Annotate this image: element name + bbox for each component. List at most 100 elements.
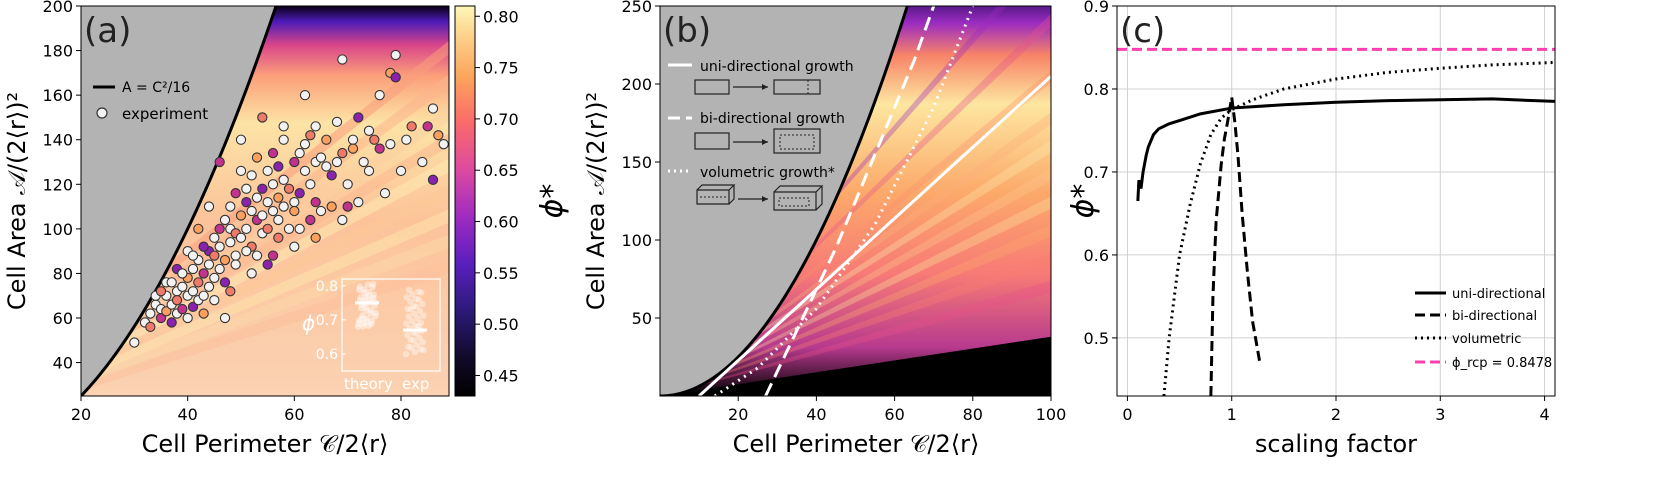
experiment-point — [155, 286, 167, 297]
ytick-label: 140 — [42, 131, 73, 150]
experiment-point — [267, 205, 279, 217]
experiment-point — [294, 223, 305, 235]
inset-exp-point — [413, 341, 421, 349]
ytick-label: 150 — [621, 153, 652, 172]
inset-exp-point — [417, 346, 424, 353]
inset-theory-point — [356, 283, 363, 291]
experiment-point — [235, 165, 247, 177]
experiment-point — [203, 281, 215, 292]
inset-exp-point — [402, 320, 410, 327]
experiment-point — [294, 147, 305, 159]
inset-theory-point — [372, 312, 379, 320]
inset-theory-point — [360, 323, 367, 330]
series-line — [1136, 97, 1555, 202]
inset-theory-point — [372, 309, 380, 317]
experiment-point — [209, 232, 220, 243]
xtick-label: 40 — [806, 405, 826, 424]
experiment-point — [283, 183, 295, 194]
experiment-point — [401, 134, 412, 145]
experiment-point — [230, 259, 241, 270]
experiment-point — [251, 152, 263, 163]
experiment-point — [347, 134, 359, 145]
experiment-point — [187, 301, 199, 313]
experiment-point — [347, 143, 359, 154]
experiment-point — [230, 250, 241, 261]
experiment-point — [427, 103, 439, 114]
xtick-label: 20 — [71, 405, 91, 424]
inset-exp-point — [415, 322, 422, 330]
experiment-point — [193, 277, 204, 288]
experiment-point — [219, 312, 231, 324]
experiment-point — [203, 259, 215, 270]
colorbar-ticks: 0.45 0.50 0.55 0.60 0.65 0.70 0.75 0.80 — [475, 7, 519, 385]
inset-theory-point — [370, 294, 377, 302]
experiment-point — [209, 295, 220, 306]
experiment-point — [321, 134, 332, 145]
colorbar-tick-label: 0.65 — [483, 161, 519, 180]
experiment-point — [299, 139, 311, 150]
inset-exp-point — [410, 302, 417, 310]
experiment-point — [438, 139, 449, 150]
ytick-label: 180 — [42, 42, 73, 61]
panel-b-legend: uni-directional growth bi-directional gr… — [668, 59, 854, 211]
experiment-point — [299, 89, 311, 101]
experiment-point — [273, 214, 284, 226]
experiment-point — [305, 214, 316, 226]
experiment-point — [230, 188, 241, 199]
inset-exp-point — [409, 291, 416, 298]
inset-content: 0.6 0.7 0.8 — [316, 279, 427, 363]
experiment-point — [214, 241, 225, 252]
xtick-label: 3 — [1435, 405, 1445, 424]
heat-band — [660, 69, 1051, 396]
experiment-point — [321, 161, 332, 172]
inset-theory-point — [359, 312, 366, 319]
inset-frame — [341, 278, 441, 372]
inset-exp-point — [404, 331, 411, 339]
experiment-point — [331, 156, 343, 168]
experiment-point — [326, 170, 337, 181]
experiment-point — [278, 174, 289, 185]
ytick-label: 100 — [42, 220, 73, 239]
colorbar-tick-label: 0.50 — [483, 315, 519, 334]
panel-b: uni-directional growth bi-directional gr… — [582, 0, 1066, 458]
inset-theory-point — [362, 293, 369, 301]
inset-ytick-label: 0.7 — [316, 313, 338, 329]
heat-band — [660, 280, 1051, 396]
inset-theory-point — [355, 320, 362, 327]
experiment-point — [177, 303, 188, 315]
panel-a-bound-curve — [81, 6, 278, 396]
ytick-label: 0.9 — [1084, 0, 1109, 16]
experiment-point — [241, 183, 252, 194]
experiment-point — [193, 223, 204, 235]
experiment-point — [262, 196, 273, 208]
experiment-point — [198, 290, 209, 301]
xtick-label: 2 — [1331, 405, 1341, 424]
inset-theory-point — [368, 320, 375, 328]
inset-exp-point — [405, 286, 413, 294]
ytick-label: 120 — [42, 175, 73, 194]
panel-a-label: (a) — [84, 11, 131, 51]
experiment-point — [406, 121, 417, 132]
legend-c-uni-label: uni-directional — [1452, 287, 1545, 302]
inset-exp-point — [405, 313, 412, 320]
colorbar-tick-label: 0.70 — [483, 110, 519, 129]
experiment-point — [289, 205, 300, 217]
xtick-label: 20 — [728, 405, 748, 424]
inset-theory-point — [354, 323, 362, 330]
experiment-point — [219, 214, 231, 226]
experiment-point — [385, 139, 396, 150]
inset-theory-point — [358, 315, 366, 322]
panel-a-frame — [80, 5, 450, 397]
experiment-point — [417, 156, 428, 168]
experiment-point — [241, 245, 252, 257]
experiment-point — [315, 152, 327, 163]
inset-exp-point — [407, 306, 415, 313]
panel-c-ticks: 0 1 2 3 4 0.5 0.6 0.7 0.8 0.9 — [1084, 0, 1550, 424]
panel-a-xlabel: Cell Perimeter 𝒞/2⟨r⟩ — [142, 430, 389, 458]
experiment-point — [427, 174, 439, 185]
inset-exp-point — [404, 305, 411, 312]
heat-band — [81, 259, 449, 391]
legend-c-vol-label: volumetric — [1452, 332, 1521, 347]
experiment-point — [289, 241, 300, 252]
experiment-point — [187, 286, 199, 297]
